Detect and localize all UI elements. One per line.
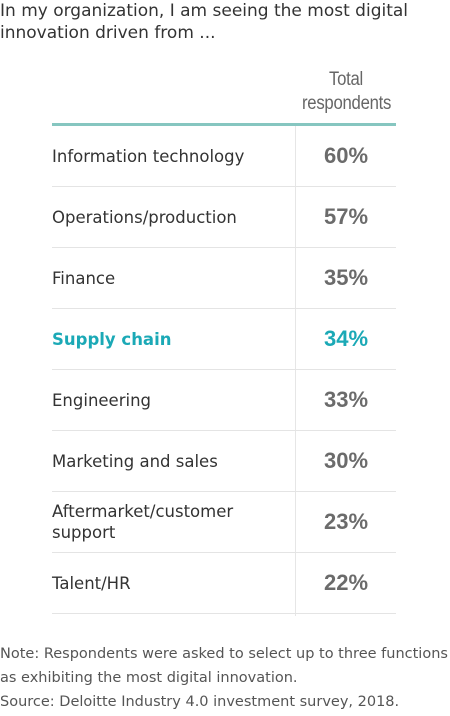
row-value: 35% xyxy=(323,265,369,290)
row-value: 57% xyxy=(323,204,369,229)
table-row: Aftermarket/customer support 23% xyxy=(52,492,396,553)
row-label: Aftermarket/customer support xyxy=(52,502,234,542)
row-label: Supply chain xyxy=(52,329,172,349)
row-value: 34% xyxy=(323,326,369,351)
column-divider xyxy=(295,126,296,616)
note-text: Note: Respondents were asked to select u… xyxy=(0,646,448,686)
column-header: Total respondents xyxy=(302,69,392,114)
footnote: Note: Respondents were asked to select u… xyxy=(0,642,450,714)
row-value: 30% xyxy=(323,448,369,473)
table-row: Information technology 60% xyxy=(52,126,396,187)
row-label: Talent/HR xyxy=(52,573,131,593)
table-row: Marketing and sales 30% xyxy=(52,431,396,492)
row-label: Finance xyxy=(52,268,116,288)
table-row: Talent/HR 22% xyxy=(52,553,396,614)
header-rule xyxy=(52,123,396,126)
row-label: Engineering xyxy=(52,390,151,410)
table-row: Engineering 33% xyxy=(52,370,396,431)
row-label: Marketing and sales xyxy=(52,451,218,471)
chart-title: In my organization, I am seeing the most… xyxy=(0,1,409,43)
row-value: 60% xyxy=(323,143,369,168)
row-value: 33% xyxy=(323,387,369,412)
source-text: Source: Deloitte Industry 4.0 investment… xyxy=(0,694,400,710)
table-row: Supply chain 34% xyxy=(52,309,396,370)
row-label: Information technology xyxy=(52,146,245,166)
table-row: Operations/production 57% xyxy=(52,187,396,248)
row-value: 23% xyxy=(323,509,369,534)
row-value: 22% xyxy=(323,570,369,595)
row-label: Operations/production xyxy=(52,207,237,227)
table-row: Finance 35% xyxy=(52,248,396,309)
data-table: Information technology 60% Operations/prod… xyxy=(52,126,396,614)
